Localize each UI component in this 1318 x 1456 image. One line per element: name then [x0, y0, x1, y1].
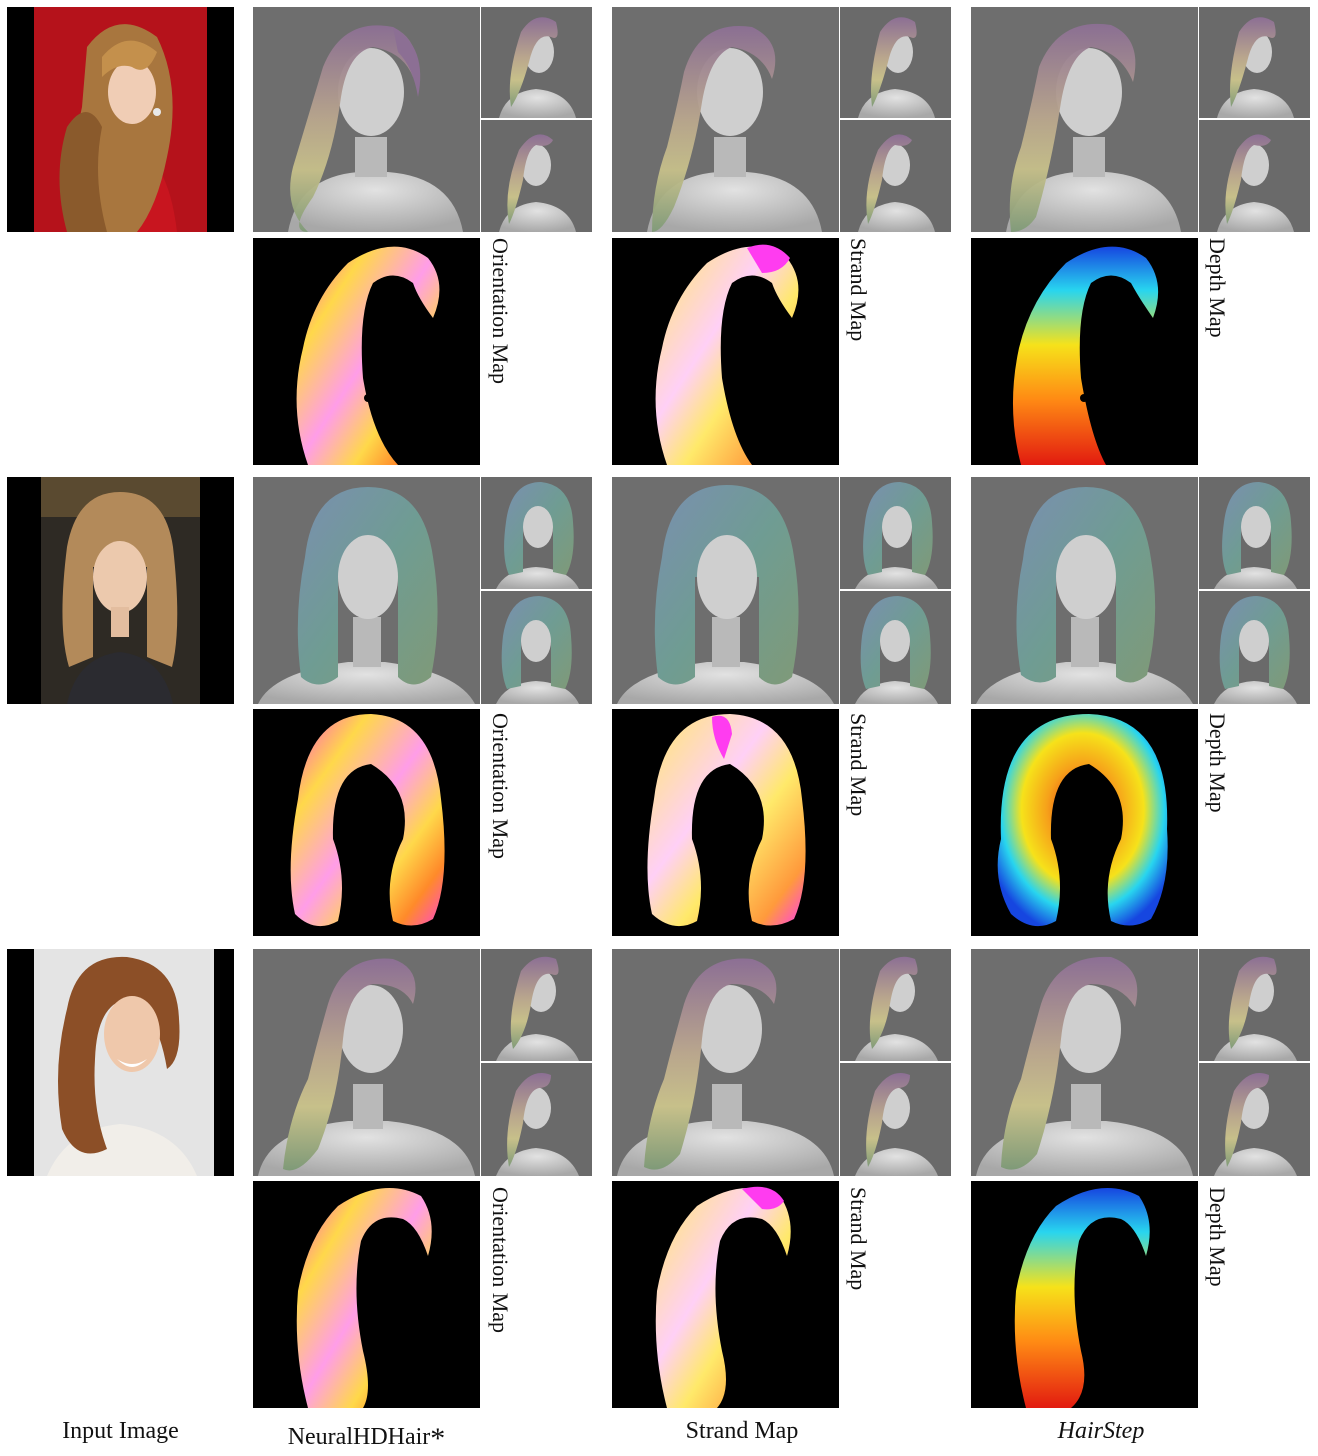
neural-render-thumb-1a: [481, 7, 592, 118]
caption-neuralhdhair-text: NeuralHDHair: [287, 1424, 431, 1450]
row1-map-label-depth: Depth Map: [1205, 238, 1230, 338]
input-photo-3: [7, 949, 234, 1176]
neural-render-main-3: [253, 949, 480, 1176]
strand-render-thumb-2b: [840, 591, 951, 704]
hairstep-render-thumb-3a: [1199, 949, 1310, 1061]
row3-map-label-orientation: Orientation Map: [488, 1187, 513, 1334]
strand-render-thumb-2a: [840, 477, 951, 589]
hairstep-render-thumb-2a: [1199, 477, 1310, 589]
caption-hairstep: HairStep: [971, 1418, 1231, 1445]
caption-strand-map: Strand Map: [612, 1418, 872, 1445]
neural-render-thumb-1b: [481, 120, 592, 232]
input-photo-2: [7, 477, 234, 704]
strand-render-main-2: [612, 477, 839, 704]
row2-map-label-orientation: Orientation Map: [488, 713, 513, 860]
hairstep-render-thumb-1a: [1199, 7, 1310, 118]
row2-map-label-depth: Depth Map: [1205, 713, 1230, 813]
strand-render-main-1: [612, 7, 839, 232]
neural-render-main-1: [253, 7, 480, 232]
row2-map-label-strand: Strand Map: [846, 713, 871, 817]
hairstep-render-main-1: [971, 7, 1198, 232]
neural-render-thumb-3b: [481, 1063, 592, 1176]
caption-strand-map-text: Strand Map: [685, 1418, 799, 1444]
caption-hairstep-text: HairStep: [1057, 1418, 1145, 1444]
strand-render-main-3: [612, 949, 839, 1176]
input-photo-1: [7, 7, 234, 232]
orientation-map-2: [253, 709, 480, 936]
row3-map-label-strand: Strand Map: [846, 1187, 871, 1291]
row1-map-label-orientation: Orientation Map: [488, 238, 513, 385]
depth-map-2: [971, 709, 1198, 936]
hairstep-render-thumb-2b: [1199, 591, 1310, 704]
caption-input-image: Input Image: [7, 1418, 234, 1445]
strand-render-thumb-1a: [840, 7, 951, 118]
strand-render-thumb-3a: [840, 949, 951, 1061]
strand-render-thumb-1b: [840, 120, 951, 232]
strand-render-thumb-3b: [840, 1063, 951, 1176]
row1-map-label-strand: Strand Map: [846, 238, 871, 342]
hairstep-render-thumb-1b: [1199, 120, 1310, 232]
hairstep-render-thumb-3b: [1199, 1063, 1310, 1176]
depth-map-1: [971, 238, 1198, 465]
hairstep-render-main-3: [971, 949, 1198, 1176]
caption-neuralhdhair: NeuralHDHair*: [253, 1418, 480, 1455]
neural-render-thumb-3a: [481, 949, 592, 1061]
depth-map-3: [971, 1181, 1198, 1408]
orientation-map-1: [253, 238, 480, 465]
caption-neuralhdhair-mark: *: [430, 1422, 446, 1455]
strand-map-2: [612, 709, 839, 936]
neural-render-thumb-2b: [481, 591, 592, 704]
strand-map-1: [612, 238, 839, 465]
neural-render-thumb-2a: [481, 477, 592, 589]
neural-render-main-2: [253, 477, 480, 704]
hairstep-render-main-2: [971, 477, 1198, 704]
row3-map-label-depth: Depth Map: [1205, 1187, 1230, 1287]
strand-map-3: [612, 1181, 839, 1408]
caption-input-image-text: Input Image: [62, 1418, 179, 1444]
orientation-map-3: [253, 1181, 480, 1408]
